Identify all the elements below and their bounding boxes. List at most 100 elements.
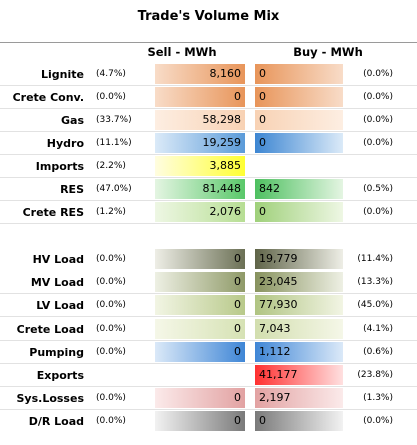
row-divider <box>0 339 417 341</box>
sell-percent: (0.0%) <box>96 323 126 334</box>
sell-percent: (11.1%) <box>96 138 132 149</box>
buy-percent: (0.0%) <box>363 92 393 103</box>
buy-value-cell: 0 <box>255 410 343 431</box>
sell-column-header: Sell - MWh <box>147 45 217 59</box>
sell-value-cell: 0 <box>155 410 245 431</box>
buy-value-cell: 41,177 <box>255 364 343 385</box>
row-divider <box>0 200 417 202</box>
buy-value-cell: 842 <box>255 179 343 200</box>
row-divider <box>0 131 417 133</box>
buy-percent: (23.8%) <box>357 369 393 380</box>
header-divider <box>0 42 417 43</box>
table-row: Imports (2.2%) 3,885 <box>0 155 417 178</box>
row-divider <box>0 316 417 318</box>
buy-value-cell: 7,043 <box>255 318 343 339</box>
sell-percent: (0.0%) <box>96 415 126 426</box>
sell-value-cell: 0 <box>155 341 245 362</box>
sell-value-cell: 0 <box>155 295 245 316</box>
row-divider <box>0 293 417 295</box>
sell-value-cell: 0 <box>155 272 245 293</box>
buy-value-cell: 0 <box>255 64 343 84</box>
sell-percent: (0.0%) <box>96 277 126 288</box>
buy-percent: (45.0%) <box>357 300 393 311</box>
row-label: D/R Load <box>28 414 84 428</box>
sell-percent: (1.2%) <box>96 207 126 218</box>
table-row: LV Load (0.0%) 0 77,930 (45.0%) <box>0 294 417 317</box>
buy-percent: (0.0%) <box>363 115 393 126</box>
sell-value-cell: 0 <box>155 87 245 108</box>
sell-percent: (33.7%) <box>96 115 132 126</box>
table-row: Crete RES (1.2%) 2,076 0 (0.0%) <box>0 201 417 224</box>
buy-value-cell: 0 <box>255 110 343 131</box>
table-row: HV Load (0.0%) 0 19,779 (11.4%) <box>0 248 417 271</box>
table-row: Sys.Losses (0.0%) 0 2,197 (1.3%) <box>0 387 417 410</box>
table-row: Pumping (0.0%) 0 1,112 (0.6%) <box>0 341 417 364</box>
buy-value-cell: 2,197 <box>255 387 343 408</box>
table-row: Hydro (11.1%) 19,259 0 (0.0%) <box>0 132 417 155</box>
sell-value-cell <box>155 364 245 385</box>
buy-percent: (11.4%) <box>357 254 393 265</box>
row-divider <box>0 85 417 86</box>
buy-value-cell: 0 <box>255 133 343 154</box>
row-label: MV Load <box>30 276 84 290</box>
sell-percent: (4.7%) <box>96 69 126 79</box>
buy-value-cell: 23,045 <box>255 272 343 293</box>
sell-percent: (2.2%) <box>96 161 126 172</box>
table-row: Gas (33.7%) 58,298 0 (0.0%) <box>0 109 417 132</box>
buy-percent: (0.5%) <box>363 184 393 195</box>
row-label: Crete Load <box>16 322 84 336</box>
row-divider <box>0 108 417 110</box>
table-row: Crete Conv. (0.0%) 0 0 (0.0%) <box>0 86 417 109</box>
buy-percent: (0.0%) <box>363 138 393 149</box>
sell-value-cell: 0 <box>155 387 245 408</box>
row-label: Gas <box>61 114 84 128</box>
sell-value-cell: 8,160 <box>155 64 245 84</box>
sell-value-cell: 58,298 <box>155 110 245 131</box>
sell-percent: (47.0%) <box>96 184 132 195</box>
sell-percent: (0.0%) <box>96 346 126 357</box>
sell-percent: (0.0%) <box>96 300 126 311</box>
row-label: Crete RES <box>22 206 84 220</box>
row-divider <box>0 177 417 179</box>
row-divider <box>0 385 417 387</box>
sell-value-cell: 0 <box>155 318 245 339</box>
row-divider <box>0 408 417 410</box>
row-label: HV Load <box>32 253 84 267</box>
buy-value-cell: 0 <box>255 202 343 223</box>
sell-value-cell: 0 <box>155 249 245 270</box>
table-row: Crete Load (0.0%) 0 7,043 (4.1%) <box>0 318 417 341</box>
sell-value-cell: 19,259 <box>155 133 245 154</box>
sell-percent: (0.0%) <box>96 392 126 403</box>
page-title: Trade's Volume Mix <box>137 9 280 24</box>
sell-percent: (0.0%) <box>96 254 126 265</box>
sell-value-cell: 81,448 <box>155 179 245 200</box>
buy-column-header: Buy - MWh <box>293 45 363 59</box>
buy-percent: (1.3%) <box>363 392 393 403</box>
sell-value-cell: 2,076 <box>155 202 245 223</box>
row-label: Exports <box>36 368 84 382</box>
sell-value-cell: 3,885 <box>155 156 245 177</box>
buy-percent: (0.0%) <box>363 415 393 426</box>
row-label: Crete Conv. <box>12 91 84 105</box>
buy-value-cell: 1,112 <box>255 341 343 362</box>
table-row: Exports 41,177 (23.8%) <box>0 364 417 387</box>
buy-value-cell <box>255 156 343 177</box>
row-label: LV Load <box>36 299 84 313</box>
row-divider <box>0 362 417 364</box>
buy-value-cell: 19,779 <box>255 249 343 270</box>
buy-value-cell: 77,930 <box>255 295 343 316</box>
buy-percent: (4.1%) <box>363 323 393 334</box>
buy-percent: (0.0%) <box>363 69 393 79</box>
buy-percent: (0.6%) <box>363 346 393 357</box>
buy-value-cell: 0 <box>255 87 343 108</box>
table-row: D/R Load (0.0%) 0 0 (0.0%) <box>0 410 417 433</box>
table-row: RES (47.0%) 81,448 842 (0.5%) <box>0 178 417 201</box>
row-divider <box>0 154 417 156</box>
row-label: Hydro <box>46 137 84 151</box>
buy-percent: (13.3%) <box>357 277 393 288</box>
row-label: Imports <box>35 160 84 174</box>
row-label: Pumping <box>29 345 84 359</box>
row-divider <box>0 223 417 225</box>
sell-percent: (0.0%) <box>96 92 126 103</box>
table-row: MV Load (0.0%) 0 23,045 (13.3%) <box>0 271 417 294</box>
